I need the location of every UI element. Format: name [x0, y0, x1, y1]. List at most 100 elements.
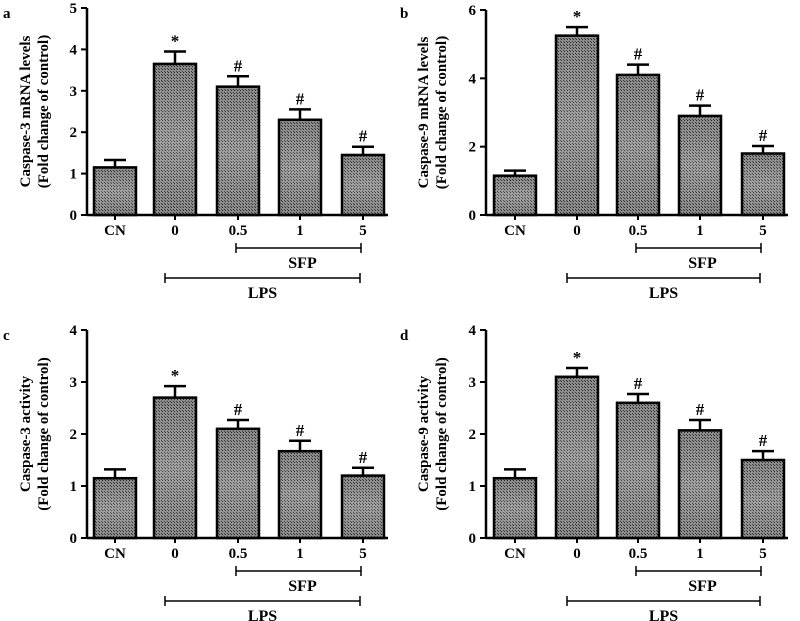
x-tick-label: 0 [171, 223, 179, 239]
bar-shading [681, 432, 719, 536]
significance-mark: # [296, 89, 305, 108]
chart-panel-c: c Caspase-3 activity (Fold change of contr… [3, 323, 388, 621]
sfp-label: SFP [288, 255, 317, 272]
chart-panel-d: d Caspase-9 activity (Fold change of contr… [400, 323, 788, 621]
y-tick-label: 1 [469, 479, 477, 495]
y-tick-label: 2 [469, 427, 477, 443]
bar-shading [619, 404, 657, 536]
lps-label: LPS [248, 608, 277, 621]
significance-mark: # [696, 400, 705, 419]
sfp-label: SFP [288, 578, 317, 595]
bar-shading [619, 76, 657, 214]
y-tick-label: 2 [469, 140, 477, 156]
bar-shading [496, 177, 534, 213]
bar-shading [344, 477, 382, 536]
x-tick-label: 0.5 [629, 223, 648, 239]
y-axis-subtitle: (Fold change of control) [36, 357, 52, 510]
lps-label: LPS [649, 285, 678, 302]
bar-shading [558, 378, 596, 536]
bar-shading [744, 462, 782, 536]
x-tick-label: 1 [296, 546, 304, 562]
significance-mark: * [573, 348, 582, 367]
y-tick-label: 1 [70, 167, 78, 183]
significance-mark: # [359, 127, 368, 146]
significance-mark: * [171, 31, 180, 50]
y-tick-label: 3 [70, 375, 78, 391]
x-tick-label: 0 [573, 223, 581, 239]
bar-shading [496, 480, 534, 536]
significance-mark: * [171, 366, 180, 385]
significance-mark: # [696, 86, 705, 105]
y-axis-title: Caspase-9 mRNA levels [416, 37, 432, 189]
bar-shading [156, 399, 194, 536]
x-tick-label: 0.5 [229, 546, 248, 562]
x-tick-label: 5 [759, 546, 767, 562]
bar-shading [744, 155, 782, 213]
x-tick-label: 0.5 [629, 546, 648, 562]
y-tick-label: 2 [70, 125, 78, 141]
y-tick-label: 0 [70, 531, 78, 547]
x-tick-label: 1 [696, 546, 704, 562]
significance-mark: # [759, 126, 768, 145]
y-tick-label: 0 [469, 208, 477, 224]
significance-mark: # [759, 431, 768, 450]
x-tick-label: CN [504, 546, 526, 562]
y-tick-label: 4 [70, 323, 78, 339]
y-tick-label: 5 [70, 1, 78, 17]
x-tick-label: 5 [359, 546, 367, 562]
significance-mark: # [634, 374, 643, 393]
y-axis-subtitle: (Fold change of control) [434, 357, 450, 510]
x-tick-label: 5 [759, 223, 767, 239]
y-axis-subtitle: (Fold change of control) [434, 36, 450, 189]
bar-shading [681, 117, 719, 213]
y-tick-label: 4 [70, 42, 78, 58]
bar-shading [156, 65, 194, 213]
significance-mark: # [359, 448, 368, 467]
x-tick-label: 0 [171, 546, 179, 562]
sfp-label: SFP [688, 255, 717, 272]
y-tick-label: 2 [70, 427, 78, 443]
y-tick-label: 3 [70, 84, 78, 100]
sfp-label: SFP [688, 578, 717, 595]
y-tick-label: 0 [469, 531, 477, 547]
y-tick-label: 6 [469, 3, 477, 19]
y-axis-subtitle: (Fold change of control) [36, 35, 52, 188]
panel-label: b [400, 6, 408, 22]
significance-mark: * [573, 7, 582, 26]
x-tick-label: 1 [296, 223, 304, 239]
y-tick-label: 3 [469, 375, 477, 391]
x-tick-label: CN [104, 223, 126, 239]
y-axis-title: Caspase-3 activity [18, 375, 34, 492]
panel-label: d [400, 328, 409, 344]
y-axis-title: Caspase-9 activity [416, 375, 432, 492]
y-tick-label: 1 [70, 479, 78, 495]
panel-label: a [3, 6, 11, 22]
x-tick-label: 0 [573, 546, 581, 562]
bar-shading [558, 37, 596, 213]
y-axis-title: Caspase-3 mRNA levels [18, 36, 34, 188]
x-tick-label: 5 [359, 223, 367, 239]
x-tick-label: CN [104, 546, 126, 562]
bar-shading [219, 88, 257, 213]
panel-label: c [3, 328, 10, 344]
significance-mark: # [634, 45, 643, 64]
x-tick-label: 1 [696, 223, 704, 239]
y-tick-label: 4 [469, 71, 477, 87]
bar-shading [281, 453, 319, 536]
x-tick-label: CN [504, 223, 526, 239]
bar-shading [281, 121, 319, 213]
x-tick-label: 0.5 [229, 223, 248, 239]
lps-label: LPS [649, 608, 678, 621]
significance-mark: # [234, 400, 243, 419]
y-tick-label: 4 [469, 323, 477, 339]
lps-label: LPS [248, 285, 277, 302]
chart-panel-b: b Caspase-9 mRNA levels (Fold change of co… [400, 3, 788, 302]
significance-mark: # [296, 421, 305, 440]
chart-panel-a: a Caspase-3 mRNA levels (Fold change of co… [3, 1, 388, 302]
bar-shading [219, 430, 257, 536]
bar-shading [96, 480, 134, 536]
bar-shading [96, 169, 134, 213]
significance-mark: # [234, 56, 243, 75]
y-tick-label: 0 [70, 208, 78, 224]
